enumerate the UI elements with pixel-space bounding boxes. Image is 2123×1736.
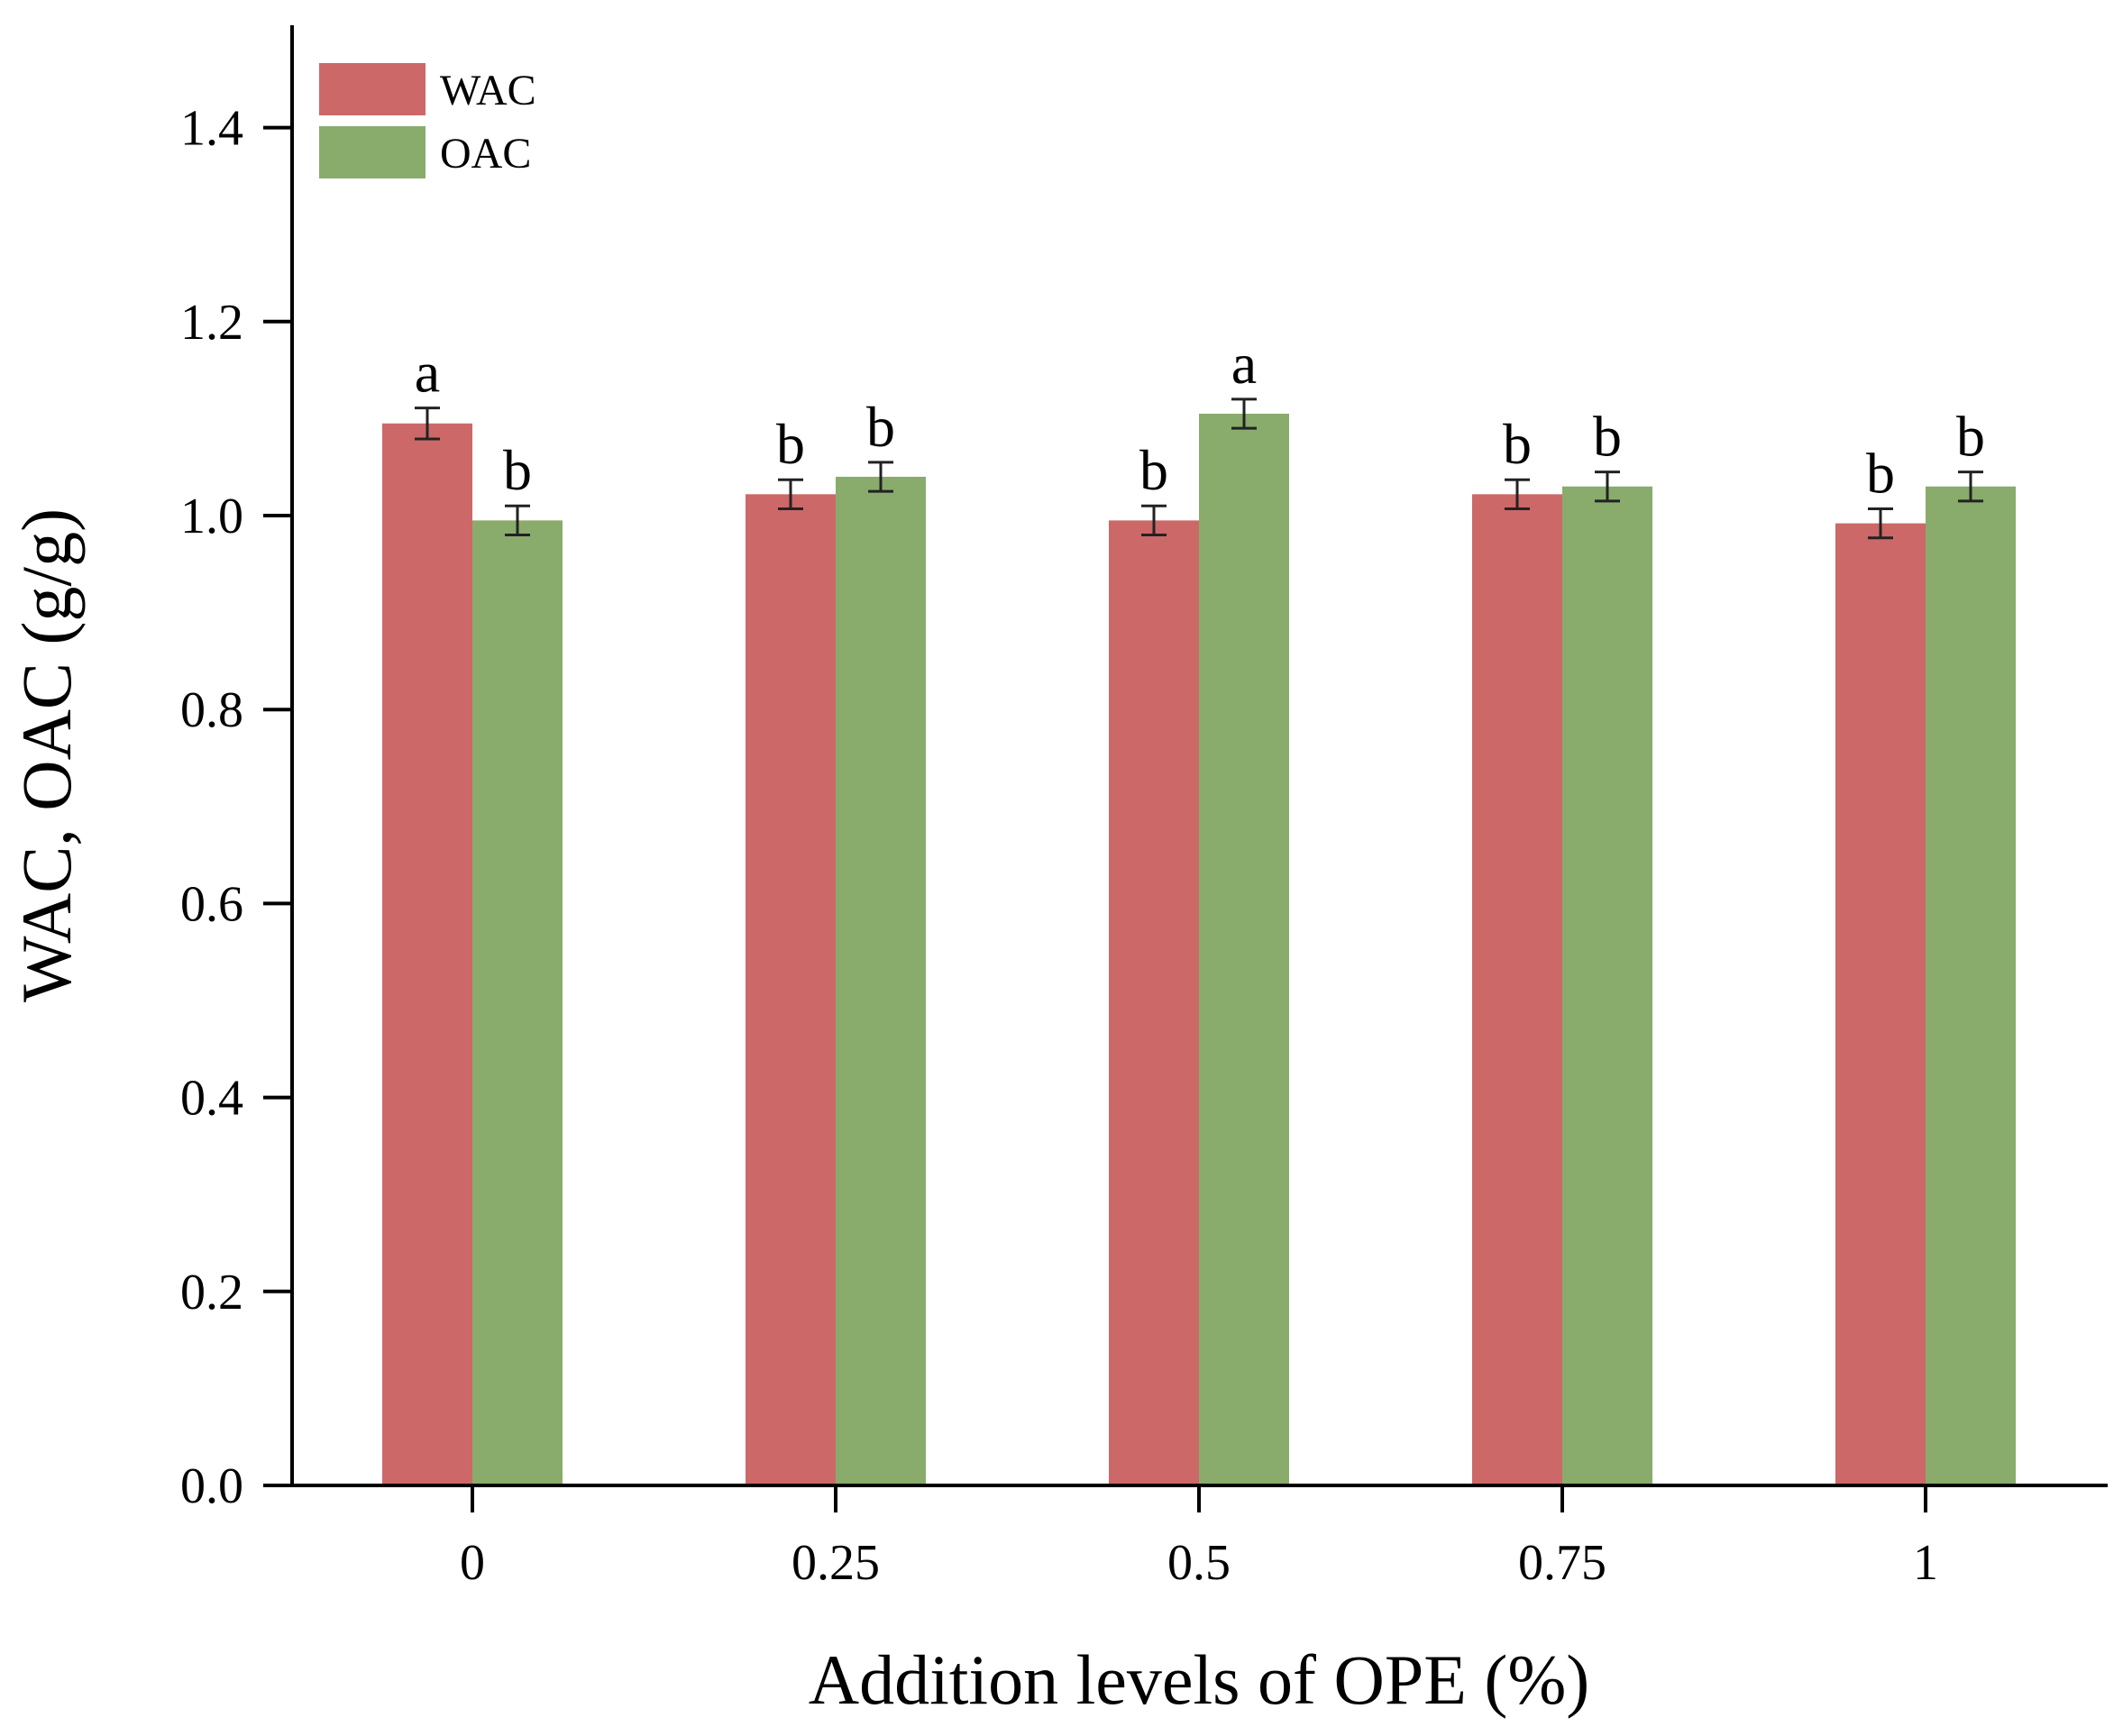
y-axis-title: WAC, OAC (g/g) [7,508,86,1002]
significance-label-oac-0.25: b [866,395,895,459]
bar-wac-0 [382,423,472,1485]
y-tick-label: 1.0 [180,489,243,544]
error-bar-wac-0.75 [1505,478,1530,510]
bar-wac-0.5 [1109,520,1199,1485]
bar-oac-0.25 [836,476,926,1486]
legend: WAC OAC [319,63,536,178]
error-bar-wac-0 [415,407,440,441]
x-tick-label: 0 [460,1535,485,1591]
bar-wac-1 [1835,523,1926,1486]
error-bar-oac-0.75 [1595,471,1620,503]
bars-layer [382,414,2016,1486]
significance-label-wac-0.25: b [776,412,805,476]
significance-label-oac-0.5: a [1231,332,1257,396]
error-bar-oac-0.25 [868,461,893,493]
bar-oac-0.5 [1199,414,1289,1485]
legend-label-oac: OAC [440,130,531,178]
significance-label-wac-0.75: b [1503,412,1532,476]
error-bar-oac-0.5 [1231,397,1257,430]
y-tick-label: 0.2 [180,1265,243,1320]
x-ticks-layer: 0 0.25 0.5 0.75 1 [460,1485,1938,1591]
significance-label-oac-1: b [1956,405,1985,469]
x-tick-label: 0.5 [1167,1535,1231,1591]
axes-layer [263,25,2108,1487]
legend-label-wac: WAC [440,67,536,114]
bar-oac-0 [472,520,563,1485]
x-tick-label: 0.25 [792,1535,880,1591]
significance-label-wac-1: b [1866,441,1895,505]
error-bar-wac-0.25 [778,478,803,510]
x-axis-title: Addition levels of OPE (%) [809,1640,1590,1719]
bar-oac-1 [1926,486,2016,1485]
x-tick-label: 1 [1913,1535,1938,1591]
bar-wac-0.25 [746,494,836,1485]
y-tick-label: 1.4 [180,101,243,157]
y-tick-label: 1.2 [180,295,243,351]
y-tick-label: 0.4 [180,1071,243,1127]
error-bar-oac-1 [1958,471,1983,503]
y-ticks-layer: 0.0 0.2 0.4 0.6 0.8 1.0 1.2 1.4 [180,101,292,1514]
error-bar-oac-0 [505,504,530,537]
error-bar-wac-0.5 [1141,504,1167,537]
significance-label-wac-0.5: b [1139,438,1168,502]
error-bar-wac-1 [1868,507,1893,540]
y-tick-label: 0.6 [180,876,243,932]
legend-swatch-oac [319,126,426,178]
bar-wac-0.75 [1472,494,1562,1485]
legend-swatch-wac [319,63,426,115]
significance-label-oac-0.75: b [1593,405,1622,469]
error-bars-layer [415,397,1983,540]
y-tick-label: 0.0 [180,1458,243,1514]
bar-oac-0.75 [1562,486,1652,1485]
x-tick-label: 0.75 [1518,1535,1606,1591]
significance-label-wac-0: a [415,341,440,405]
y-tick-label: 0.8 [180,682,243,738]
significance-label-oac-0: b [503,438,532,502]
